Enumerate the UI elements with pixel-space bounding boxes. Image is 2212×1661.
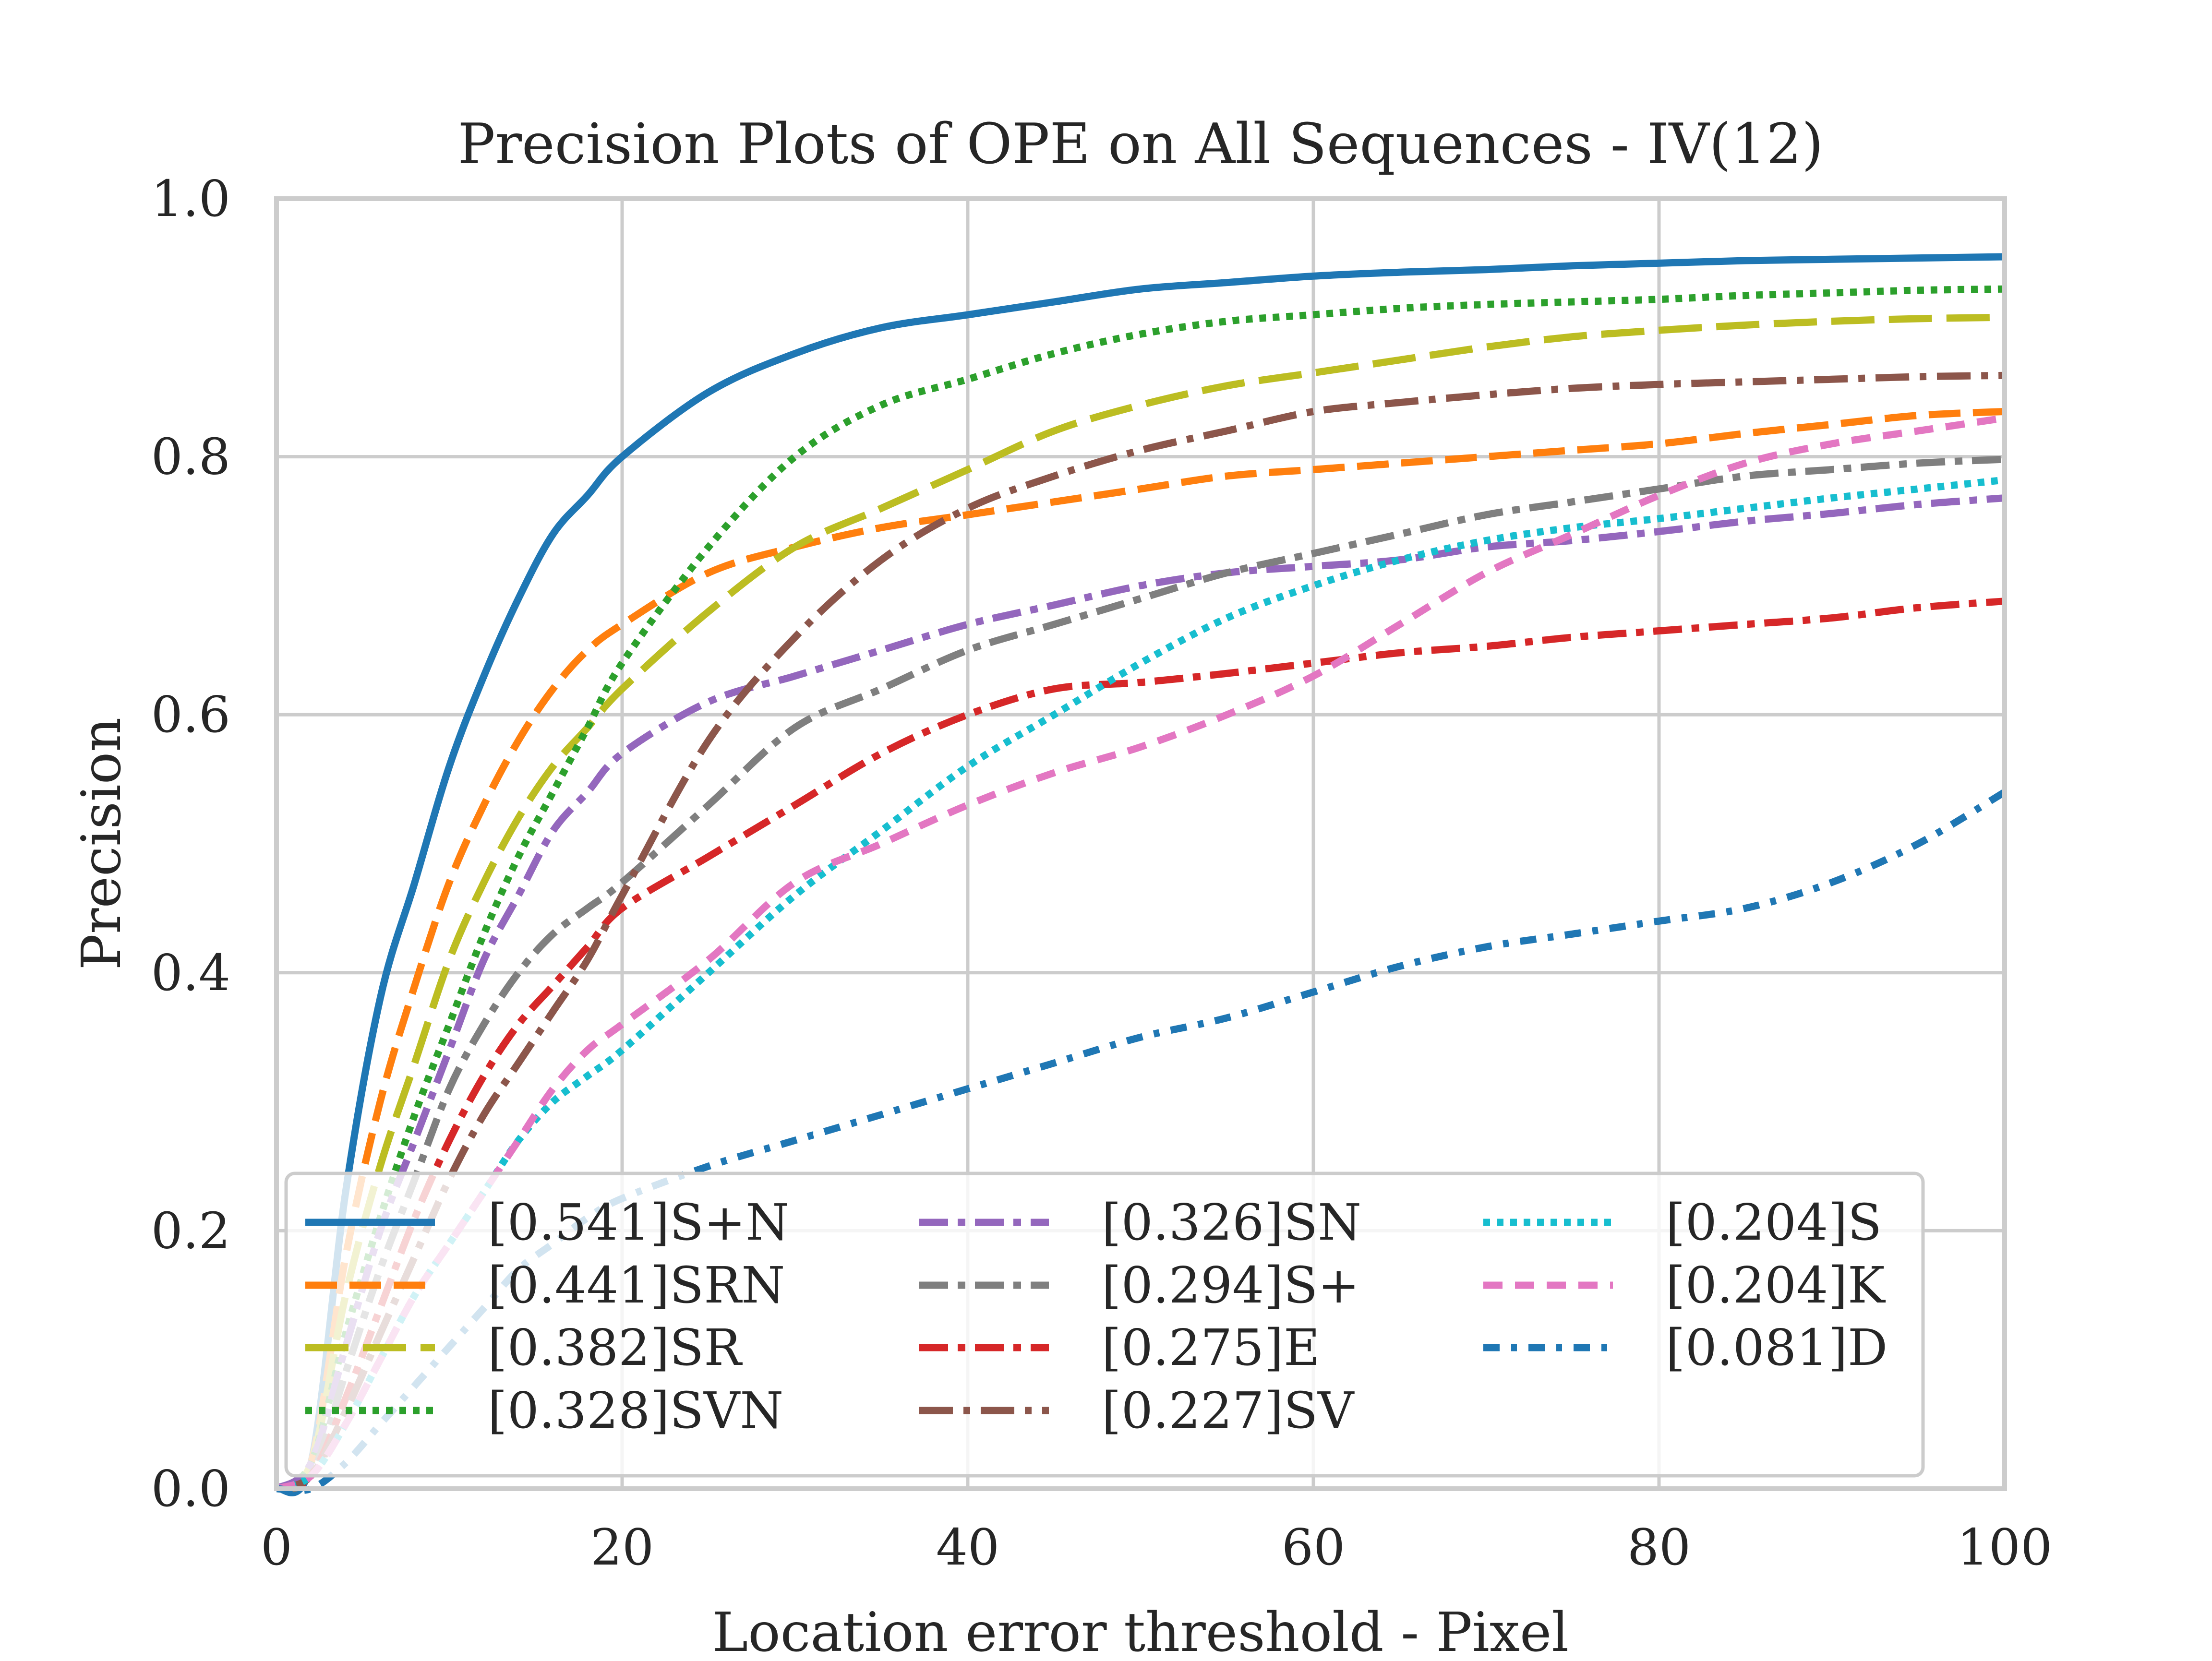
legend: [0.541]S+N[0.441]SRN[0.382]SR[0.328]SVN […	[284, 1171, 1925, 1478]
y-tick-label: 0.6	[151, 685, 230, 744]
legend-entry-label: [0.328]SVN	[488, 1381, 783, 1440]
axis-ticks: 0 20 40 60 80 100 0.0 0.2 0.4 0.6 0.8 1.0	[151, 169, 2053, 1577]
plot-frame	[274, 196, 2007, 1491]
y-tick-label: 0.2	[151, 1201, 230, 1260]
series-line-5	[275, 455, 2005, 1493]
y-tick-label: 0.4	[151, 944, 230, 1002]
y-tick-label: 0.8	[151, 428, 230, 486]
x-tick-label: 100	[1957, 1518, 2053, 1577]
x-tick-label: 0	[261, 1518, 292, 1577]
series-line-2	[274, 313, 2005, 1492]
x-tick-label: 20	[590, 1518, 654, 1577]
legend-entry-label: [0.541]S+N	[488, 1193, 789, 1252]
series-line-4	[274, 494, 2005, 1492]
legend-entry-label: [0.227]SV	[1102, 1381, 1355, 1440]
x-axis-label: Location error threshold - Pixel	[712, 1601, 1569, 1659]
legend-entry-label: [0.204]S	[1666, 1193, 1882, 1252]
legend-entry-label: [0.326]SN	[1102, 1193, 1361, 1252]
y-tick-label: 0.0	[151, 1459, 230, 1518]
legend-entry-label: [0.204]K	[1666, 1256, 1886, 1314]
legend-entry-label: [0.275]E	[1102, 1318, 1320, 1377]
x-tick-label: 60	[1282, 1518, 1345, 1577]
series-line-1	[274, 408, 2005, 1493]
legend-entry-label: [0.081]D	[1666, 1318, 1887, 1377]
x-tick-label: 40	[936, 1518, 999, 1577]
x-tick-label: 80	[1627, 1518, 1691, 1577]
legend-entry-label: [0.441]SRN	[488, 1256, 785, 1314]
chart-title: Precision Plots of OPE on All Sequences …	[457, 112, 1823, 177]
legend-entry-label: [0.294]S+	[1102, 1256, 1359, 1314]
legend-box	[284, 1171, 1925, 1478]
series-line-0	[274, 253, 2005, 1496]
y-tick-label: 1.0	[151, 169, 230, 228]
legend-entry-label: [0.382]SR	[488, 1318, 743, 1377]
y-axis-label: Precision	[71, 717, 133, 970]
